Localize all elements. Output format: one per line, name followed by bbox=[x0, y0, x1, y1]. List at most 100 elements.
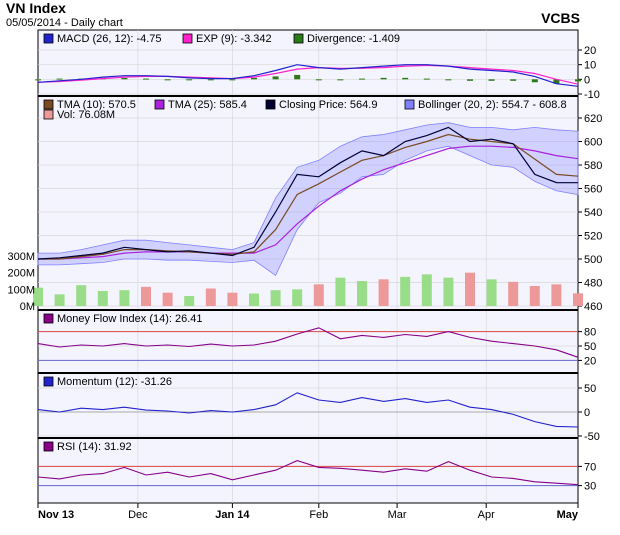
legend-label: EXP (9): -3.342 bbox=[196, 33, 272, 45]
volume-bar bbox=[508, 281, 519, 306]
y-tick-label: 580 bbox=[584, 160, 602, 172]
divergence-bar bbox=[467, 79, 473, 81]
y-tick-label: 480 bbox=[584, 278, 602, 290]
x-tick-label: Feb bbox=[309, 509, 328, 521]
tma10-line bbox=[38, 133, 579, 260]
legend-label: Vol: 76.08M bbox=[57, 109, 115, 121]
divergence-bar bbox=[186, 79, 193, 81]
y-tick-label: 30 bbox=[584, 481, 596, 493]
tma25-line bbox=[38, 145, 579, 260]
legend-label: Bollinger (20, 2): 554.7 - 608.8 bbox=[418, 99, 567, 111]
x-tick-label: Dec bbox=[128, 509, 148, 521]
divergence-bar bbox=[510, 79, 517, 81]
y-tick-label: 520 bbox=[584, 231, 602, 243]
x-tick-label: Nov 13 bbox=[38, 509, 74, 521]
divergence-bar bbox=[35, 79, 41, 81]
volume-bar bbox=[421, 274, 432, 306]
legend-swatch bbox=[43, 109, 54, 120]
closing-price-line bbox=[37, 126, 579, 260]
y-tick-label: 20 bbox=[584, 355, 596, 367]
divergence-bar bbox=[445, 79, 452, 81]
legend-swatch bbox=[182, 33, 193, 44]
divergence-bar bbox=[121, 77, 128, 80]
y-tick-label: 540 bbox=[584, 207, 602, 219]
chart-source: VCBS bbox=[541, 10, 580, 26]
chart-subtitle: 05/05/2014 - Daily chart bbox=[6, 17, 123, 29]
volume-bar bbox=[313, 284, 324, 306]
legend-label: TMA (10): 570.5 bbox=[57, 99, 136, 111]
y-tick-label: 0 bbox=[584, 74, 590, 86]
divergence-bar bbox=[229, 79, 236, 81]
divergence-bar bbox=[251, 77, 257, 80]
x-tick-label: Apr bbox=[478, 509, 495, 521]
y-tick-label: 600 bbox=[584, 137, 602, 149]
volume-bar bbox=[184, 296, 195, 306]
volume-bar bbox=[119, 290, 130, 306]
divergence-bar bbox=[294, 74, 301, 80]
volume-bar bbox=[486, 279, 497, 306]
legend-label: TMA (25): 585.4 bbox=[168, 99, 247, 111]
divergence-bar bbox=[380, 77, 387, 80]
legend-swatch bbox=[43, 33, 54, 44]
volume-bar bbox=[357, 281, 367, 306]
y-tick-label: 460 bbox=[584, 301, 602, 313]
y-tick-label: 0 bbox=[584, 407, 590, 419]
volume-bar bbox=[529, 286, 540, 306]
legend-swatch bbox=[43, 441, 54, 452]
momentum-line bbox=[37, 392, 579, 428]
y-tick-label: 20 bbox=[584, 45, 596, 57]
macd-line bbox=[37, 64, 579, 87]
y-tick-label: 560 bbox=[584, 184, 602, 196]
legend-swatch bbox=[43, 99, 54, 110]
volume-bar bbox=[249, 293, 259, 306]
divergence-bar bbox=[143, 78, 149, 80]
divergence-bar bbox=[207, 79, 214, 81]
legend-swatch bbox=[43, 376, 54, 387]
volume-bar bbox=[162, 292, 173, 306]
volume-bar bbox=[97, 291, 108, 306]
divergence-bar bbox=[402, 77, 409, 80]
bollinger-band bbox=[37, 122, 579, 277]
volume-bar bbox=[205, 288, 216, 306]
divergence-bar bbox=[164, 79, 171, 81]
volume-tick-label: 300M bbox=[7, 251, 35, 263]
chart-title: VN Index bbox=[6, 0, 66, 16]
rsi-line bbox=[37, 460, 579, 486]
y-tick-label: 50 bbox=[584, 383, 596, 395]
volume-bar bbox=[551, 284, 562, 306]
legend-label: Momentum (12): -31.26 bbox=[57, 376, 172, 388]
y-tick-label: 50 bbox=[584, 341, 596, 353]
divergence-bar bbox=[531, 79, 538, 83]
y-tick-label: 620 bbox=[584, 113, 602, 125]
legend-swatch bbox=[43, 313, 54, 324]
y-tick-label: 80 bbox=[584, 327, 596, 339]
divergence-bar bbox=[423, 78, 430, 80]
legend-label: RSI (14): 31.92 bbox=[57, 441, 132, 453]
legend-swatch bbox=[265, 99, 276, 110]
x-tick-label: May bbox=[557, 509, 579, 521]
y-tick-label: 10 bbox=[584, 60, 596, 72]
volume-bar bbox=[573, 293, 583, 306]
volume-bar bbox=[227, 292, 238, 306]
divergence-bar bbox=[488, 79, 495, 81]
y-tick-label: 500 bbox=[584, 254, 602, 266]
legend-swatch bbox=[404, 99, 415, 110]
volume-bar bbox=[335, 277, 346, 306]
y-tick-label: -10 bbox=[584, 89, 600, 101]
legend-label: Divergence: -1.409 bbox=[307, 33, 400, 45]
divergence-bar bbox=[337, 79, 344, 81]
legend-label: MACD (26, 12): -4.75 bbox=[57, 33, 162, 45]
volume-bar bbox=[54, 294, 65, 306]
divergence-bar bbox=[359, 78, 365, 80]
x-tick-label: Mar bbox=[388, 509, 407, 521]
divergence-bar bbox=[575, 79, 581, 82]
volume-tick-label: 100M bbox=[7, 284, 35, 296]
volume-tick-label: 0M bbox=[20, 301, 35, 313]
divergence-bar bbox=[272, 76, 279, 80]
y-tick-label: -50 bbox=[584, 431, 600, 443]
exp-line bbox=[37, 64, 579, 85]
volume-bar bbox=[270, 290, 281, 306]
y-tick-label: 70 bbox=[584, 461, 596, 473]
mfi-line bbox=[37, 327, 579, 358]
